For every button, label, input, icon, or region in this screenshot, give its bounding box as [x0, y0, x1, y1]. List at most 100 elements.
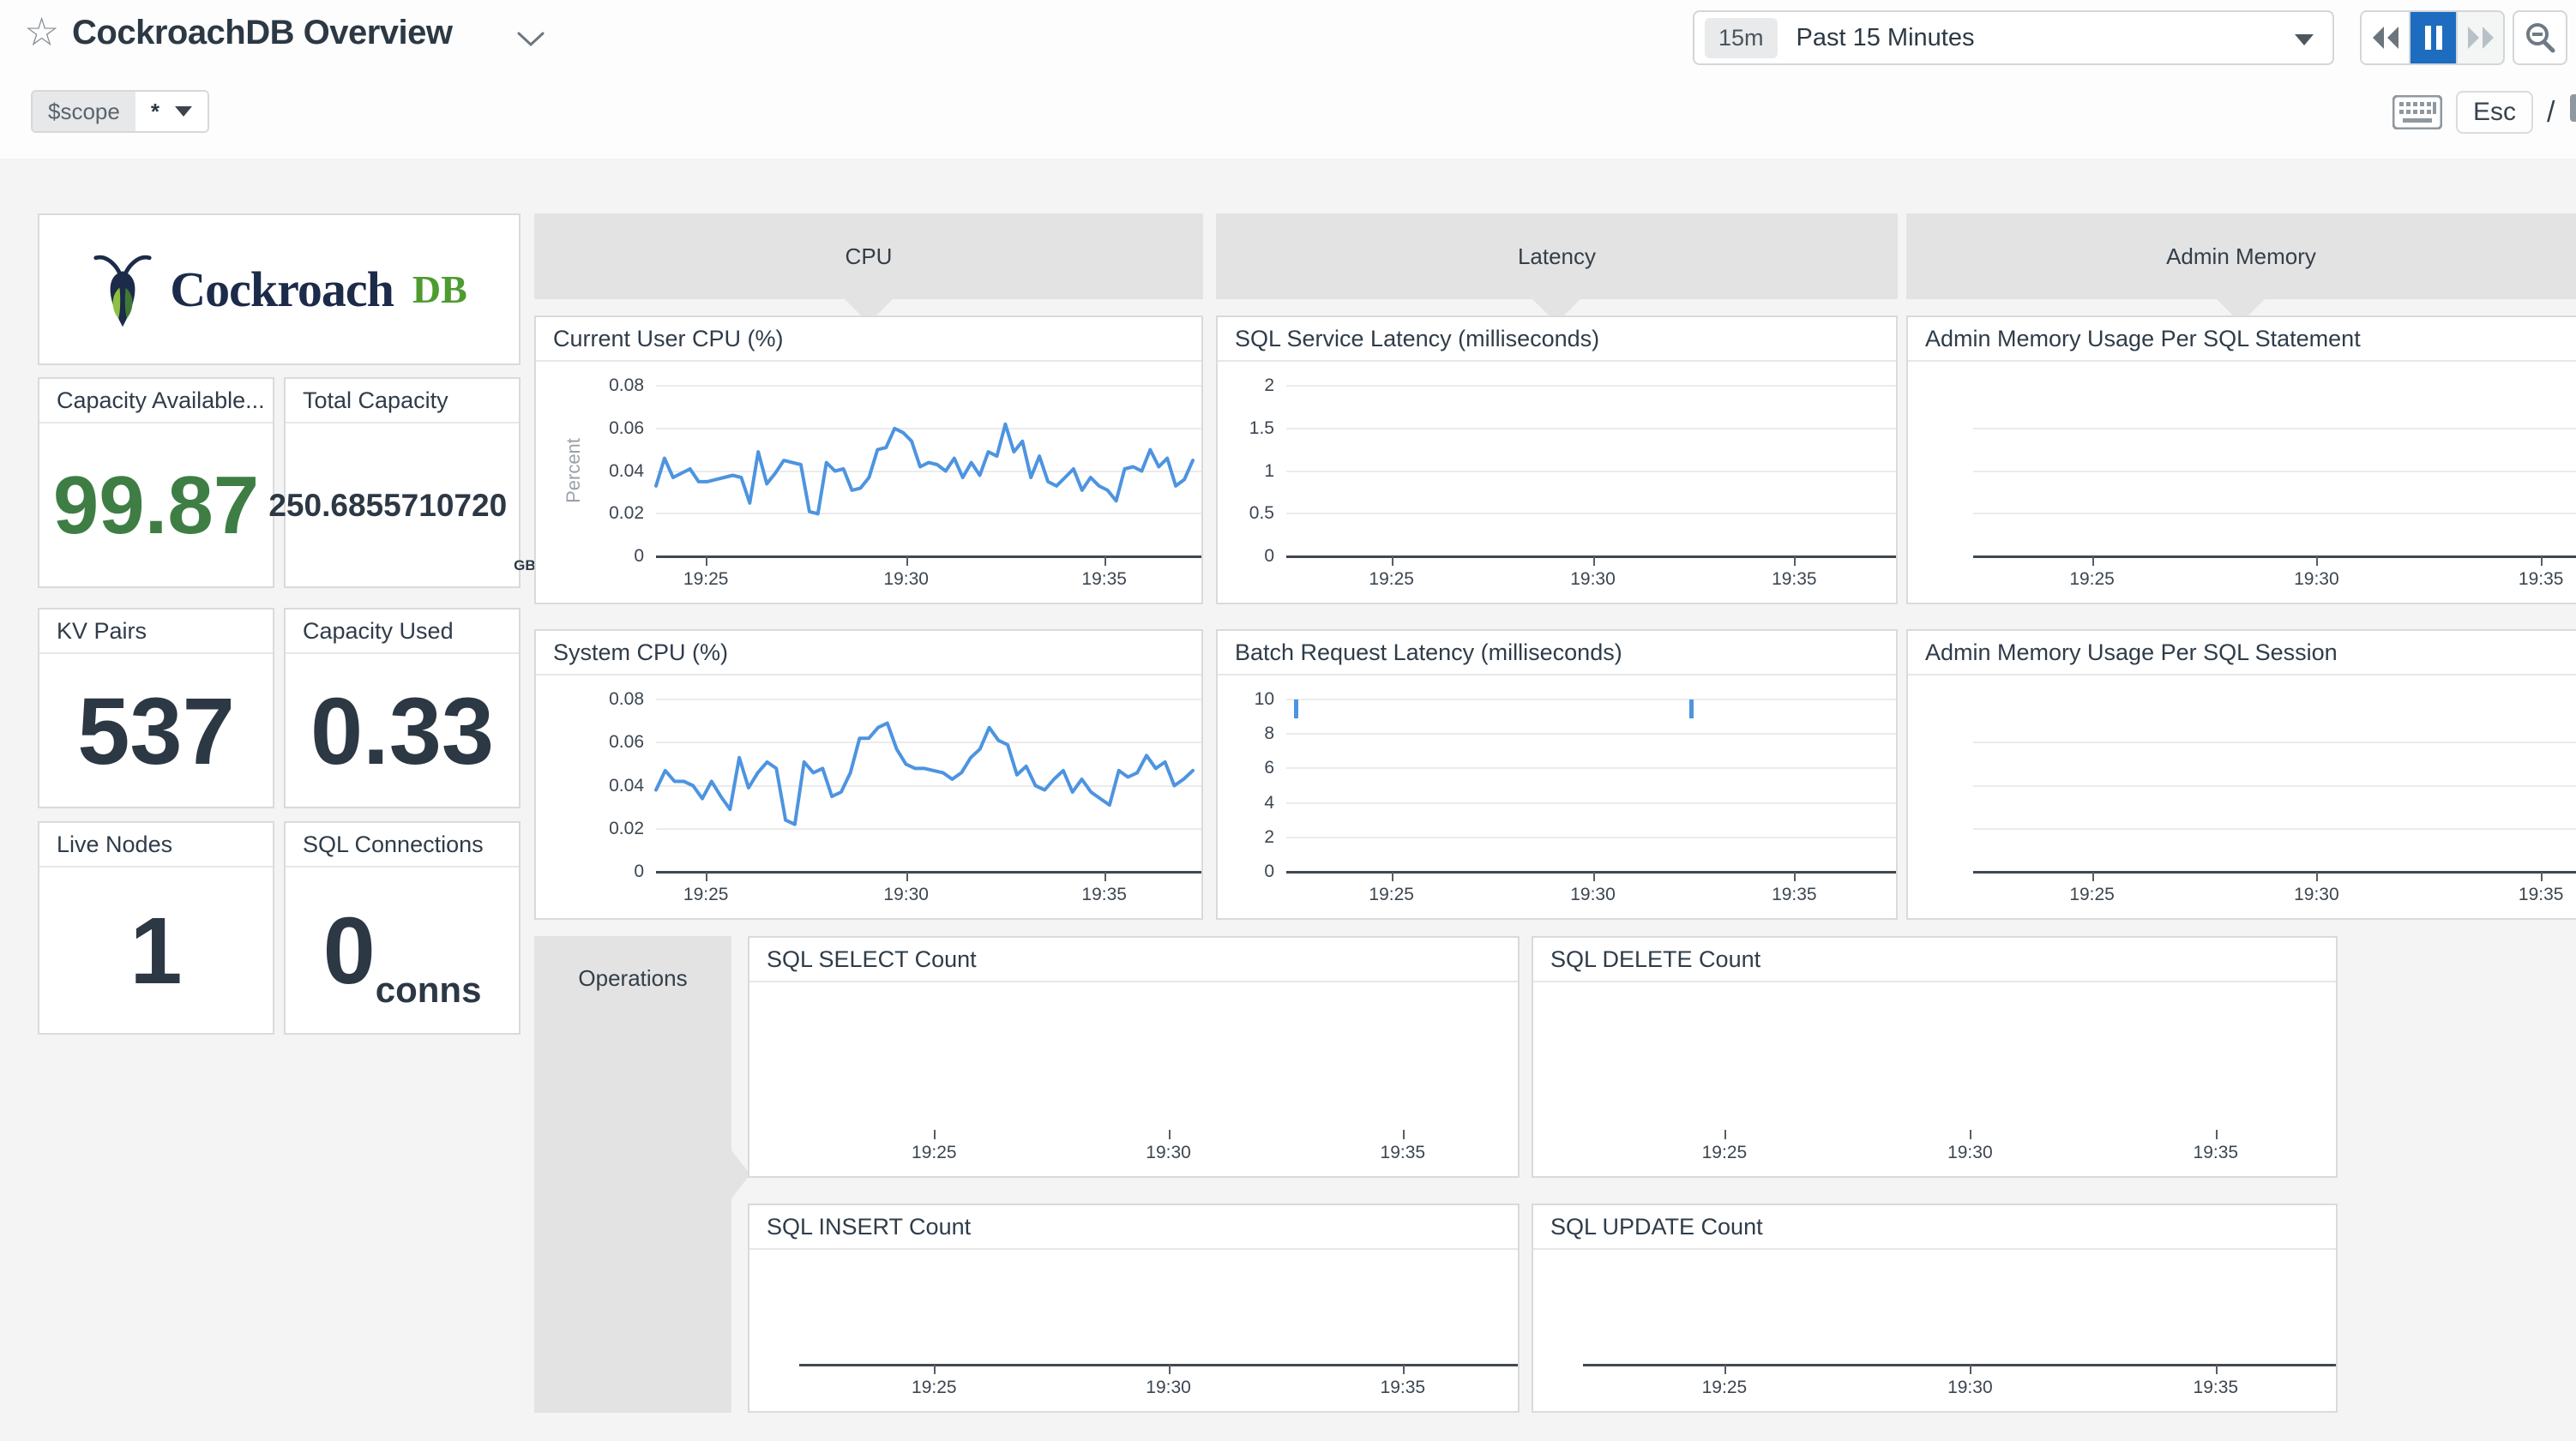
gridline [1973, 470, 2576, 472]
chart-current-user-cpu[interactable]: Current User CPU (%) Percent 0.08 0.06 0.04… [534, 315, 1203, 604]
y-tick-label: 0.04 [609, 460, 644, 481]
x-tick [934, 1130, 936, 1139]
x-axis-line [799, 1364, 1518, 1366]
stat-card-capacity-used[interactable]: Capacity Used 0.33 [284, 608, 521, 808]
chart-plot-area[interactable]: 19:25 19:30 19:35 [1533, 1252, 2336, 1411]
x-tick-label: 19:35 [1772, 569, 1817, 589]
chart-plot-area[interactable]: 19:25 19:30 19:35 [749, 984, 1518, 1176]
y-tick-label: 0.08 [609, 689, 644, 709]
chart-plot-area[interactable]: 19:25 19:30 19:35 [1908, 677, 2576, 918]
chart-system-cpu[interactable]: System CPU (%) 0.08 0.06 0.04 0.02 0 19:25 19:… [534, 629, 1203, 920]
x-tick-label: 19:35 [1081, 885, 1127, 904]
x-tick-label: 19:35 [1380, 1143, 1426, 1162]
chart-title[interactable]: Current User CPU (%) [536, 317, 1201, 362]
chart-title[interactable]: SQL DELETE Count [1533, 938, 2336, 982]
esc-key[interactable]: Esc [2456, 91, 2534, 134]
x-tick [706, 872, 708, 881]
chart-title[interactable]: System CPU (%) [536, 631, 1201, 675]
keyboard-icon[interactable] [2392, 95, 2442, 129]
gridline [1286, 385, 1896, 387]
y-tick-label: 2 [1264, 826, 1274, 847]
stat-card-live-nodes[interactable]: Live Nodes 1 [38, 821, 274, 1035]
group-header-latency[interactable]: Latency [1216, 213, 1898, 299]
x-tick-label: 19:30 [883, 569, 929, 589]
chart-sql-delete-count[interactable]: SQL DELETE Count 19:25 19:30 19:35 [1532, 936, 2338, 1178]
logo-brand-text: Cockroach [170, 261, 394, 317]
chart-title[interactable]: Batch Request Latency (milliseconds) [1218, 631, 1896, 675]
pause-button[interactable] [2409, 12, 2456, 63]
chart-plot-area[interactable]: 10 8 6 4 2 0 19:25 19:30 19:35 [1218, 677, 1896, 918]
time-range-picker[interactable]: 15m Past 15 Minutes [1693, 10, 2334, 65]
scope-caret-icon [174, 106, 192, 117]
favorite-star-icon[interactable]: ☆ [24, 9, 60, 54]
chart-sql-select-count[interactable]: SQL SELECT Count 19:25 19:30 19:35 [748, 936, 1520, 1178]
logo-db-text: DB [412, 267, 467, 311]
chart-plot-area[interactable]: Percent 0.08 0.06 0.04 0.02 0 19:25 19:30 19:35 [536, 363, 1201, 603]
y-tick-label: 4 [1264, 792, 1274, 813]
slash-separator: / [2547, 95, 2555, 129]
group-header-admin-memory[interactable]: Admin Memory [1906, 213, 2576, 299]
template-variable-scope[interactable]: $scope * [31, 90, 209, 133]
x-axis-line [1286, 871, 1896, 874]
chart-sql-insert-count[interactable]: SQL INSERT Count 19:25 19:30 19:35 [748, 1204, 1520, 1413]
stat-card-kv-pairs[interactable]: KV Pairs 537 [38, 608, 274, 808]
scope-value-dropdown[interactable]: * [135, 92, 208, 131]
chart-admin-memory-session[interactable]: Admin Memory Usage Per SQL Session 19:25… [1906, 629, 2576, 920]
chart-title[interactable]: Admin Memory Usage Per SQL Session [1908, 631, 2576, 675]
x-tick [1391, 556, 1393, 566]
chart-plot-area[interactable]: 0.08 0.06 0.04 0.02 0 19:25 19:30 19:35 [536, 677, 1201, 918]
x-tick [1402, 1365, 1405, 1374]
stat-unit: GB [514, 557, 536, 573]
x-tick-label: 19:30 [1146, 1378, 1191, 1397]
forward-button[interactable] [2456, 12, 2503, 63]
chart-title[interactable]: SQL SELECT Count [749, 938, 1518, 982]
group-header-operations[interactable]: Operations [534, 936, 731, 1413]
stat-card-sql-connections[interactable]: SQL Connections 0 conns [284, 821, 521, 1035]
x-axis-line [656, 871, 1201, 874]
chart-batch-request-latency[interactable]: Batch Request Latency (milliseconds) 10 8… [1216, 629, 1898, 920]
time-range-shortcut[interactable]: 15m [1705, 17, 1778, 58]
gridline [1286, 470, 1896, 472]
pause-icon [2424, 26, 2442, 50]
y-tick-label: 0.06 [609, 417, 644, 438]
chart-plot-area[interactable]: 19:25 19:30 19:35 [1533, 984, 2336, 1176]
tv-mode-icon[interactable] [2568, 93, 2576, 132]
y-tick-label: 0 [1264, 546, 1274, 566]
x-tick [1794, 556, 1797, 566]
title-chevron-down-icon[interactable] [516, 31, 545, 52]
x-tick-label: 19:25 [2069, 569, 2115, 589]
chart-plot-area[interactable]: 19:25 19:30 19:35 [1908, 363, 2576, 603]
x-tick [1104, 556, 1106, 566]
gridline [1973, 742, 2576, 744]
fast-forward-icon [2467, 27, 2494, 49]
zoom-out-button[interactable] [2513, 10, 2567, 65]
stat-unit: conns [375, 970, 482, 1010]
chart-sql-service-latency[interactable]: SQL Service Latency (milliseconds) 2 1.5 1… [1216, 315, 1898, 604]
chart-sql-update-count[interactable]: SQL UPDATE Count 19:25 19:30 19:35 [1532, 1204, 2338, 1413]
cockroachdb-logo-card[interactable]: Cockroach DB [38, 213, 521, 365]
x-tick [1592, 556, 1595, 566]
x-tick [1104, 872, 1106, 881]
chart-title[interactable]: SQL UPDATE Count [1533, 1205, 2336, 1250]
rewind-button[interactable] [2362, 12, 2409, 63]
chart-title[interactable]: Admin Memory Usage Per SQL Statement [1908, 317, 2576, 362]
stat-title: KV Pairs [39, 609, 273, 654]
chart-title[interactable]: SQL Service Latency (milliseconds) [1218, 317, 1896, 362]
y-tick-label: 10 [1254, 689, 1274, 709]
x-tick [706, 556, 708, 566]
x-axis-line [1286, 555, 1896, 558]
x-tick [2215, 1130, 2218, 1139]
x-tick [906, 872, 908, 881]
gridline [1286, 733, 1896, 736]
chart-admin-memory-statement[interactable]: Admin Memory Usage Per SQL Statement 19:… [1906, 315, 2576, 604]
stat-card-total-capacity[interactable]: Total Capacity 250.6855710720 GB [268, 377, 536, 588]
chart-plot-area[interactable]: 2 1.5 1 0.5 0 19:25 19:30 19:35 [1218, 363, 1896, 603]
group-header-cpu[interactable]: CPU [534, 213, 1203, 299]
chart-title[interactable]: SQL INSERT Count [749, 1205, 1518, 1250]
x-tick [2316, 872, 2319, 881]
gridline [656, 513, 1201, 515]
page-title: CockroachDB Overview [72, 14, 453, 51]
chart-plot-area[interactable]: 19:25 19:30 19:35 [749, 1252, 1518, 1411]
stat-card-capacity-available[interactable]: Capacity Available... 99.87 [38, 377, 274, 588]
y-tick-label: 6 [1264, 758, 1274, 778]
